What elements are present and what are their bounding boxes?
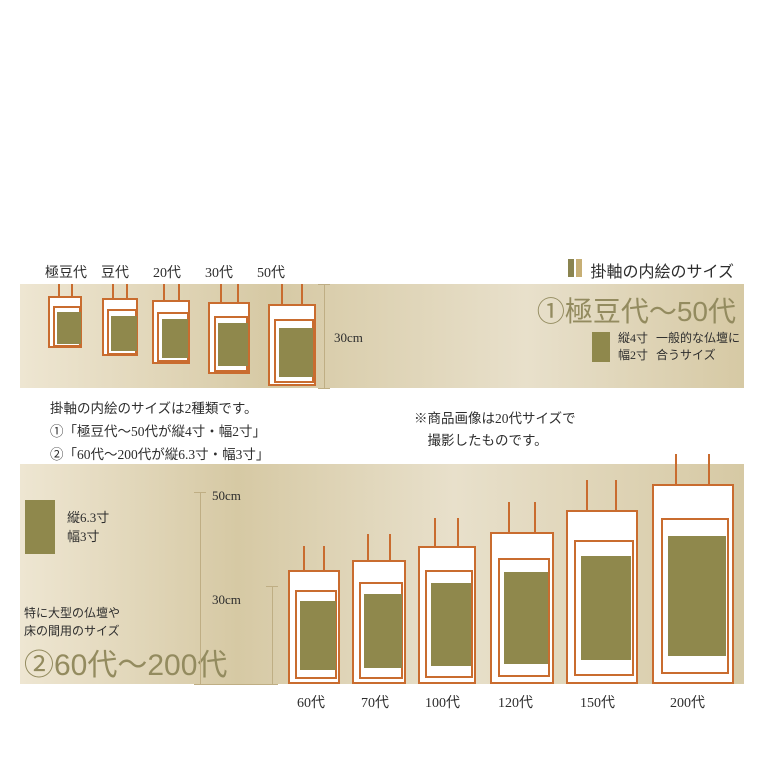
top-size-labels: 極豆代豆代20代30代50代 (45, 262, 309, 282)
legend-small-desc1: 一般的な仏壇に (656, 330, 740, 347)
hanging-scroll (268, 284, 316, 386)
title-block: 掛軸の内絵のサイズ (568, 258, 734, 282)
legend-large-dim2: 幅3寸 (67, 527, 109, 547)
legend-large-desc1: 特に大型の仏壇や (24, 604, 120, 622)
hanging-scroll (490, 502, 554, 684)
reference-line (194, 684, 278, 685)
bottom-label: 70代 (361, 692, 389, 712)
note-l1: ※商品画像は20代サイズで (414, 408, 576, 430)
reference-label: 30cm (334, 330, 363, 346)
legend-small-dim2: 幅2寸 (618, 347, 648, 364)
note-l2: 撮影したものです。 (414, 430, 576, 452)
top-label: 50代 (257, 262, 309, 282)
reference-line (272, 586, 273, 684)
bottom-label: 100代 (425, 692, 460, 712)
legend-small-desc2: 合うサイズ (656, 347, 740, 364)
bottom-label: 150代 (580, 692, 615, 712)
reference-line (318, 388, 330, 389)
hanging-scroll (288, 546, 340, 684)
legend-large-dim: 縦6.3寸 幅3寸 (67, 508, 109, 547)
reference-line (200, 492, 201, 684)
top-label: 20代 (153, 262, 205, 282)
explanation-l1: 掛軸の内絵のサイズは2種類です。 (50, 398, 269, 421)
reference-line (318, 284, 330, 285)
note-text: ※商品画像は20代サイズで 撮影したものです。 (414, 408, 576, 451)
reference-line (324, 284, 325, 388)
legend-small-dim1: 縦4寸 (618, 330, 648, 347)
hanging-scroll (352, 534, 406, 684)
reference-label: 50cm (212, 488, 241, 504)
hanging-scroll (208, 284, 250, 374)
range-label-2: ②60代～200代 (24, 640, 227, 684)
top-label: 極豆代 (45, 262, 101, 282)
bottom-label: 60代 (297, 692, 325, 712)
hanging-scroll (566, 480, 638, 684)
reference-line (194, 492, 206, 493)
bottom-label: 200代 (670, 692, 705, 712)
legend-large-desc2: 床の間用のサイズ (24, 622, 120, 640)
hanging-scroll (152, 284, 190, 364)
swatch-icon (592, 332, 610, 362)
explanation-text: 掛軸の内絵のサイズは2種類です。 ①「極豆代～50代が縦4寸・幅2寸」 ②「60… (50, 398, 269, 467)
top-label: 豆代 (101, 262, 153, 282)
top-label: 30代 (205, 262, 257, 282)
title-text: 掛軸の内絵のサイズ (590, 264, 734, 281)
swatch-icon (25, 500, 55, 554)
hanging-scroll (102, 284, 138, 356)
legend-large: 縦6.3寸 幅3寸 (25, 500, 109, 554)
hanging-scroll (48, 284, 82, 348)
legend-small-desc: 一般的な仏壇に 合うサイズ (656, 330, 740, 364)
reference-label: 30cm (212, 592, 241, 608)
legend-large-desc: 特に大型の仏壇や 床の間用のサイズ (24, 604, 120, 640)
title-decoration (568, 259, 582, 282)
legend-small: 縦4寸 幅2寸 一般的な仏壇に 合うサイズ (592, 330, 740, 364)
hanging-scroll (652, 454, 734, 684)
reference-line (266, 586, 278, 587)
legend-large-dim1: 縦6.3寸 (67, 508, 109, 528)
explanation-l2: ①「極豆代～50代が縦4寸・幅2寸」 (50, 421, 269, 444)
legend-small-dim: 縦4寸 幅2寸 (618, 330, 648, 364)
hanging-scroll (418, 518, 476, 684)
range-label-1: ①極豆代～50代 (537, 290, 736, 330)
bottom-label: 120代 (498, 692, 533, 712)
